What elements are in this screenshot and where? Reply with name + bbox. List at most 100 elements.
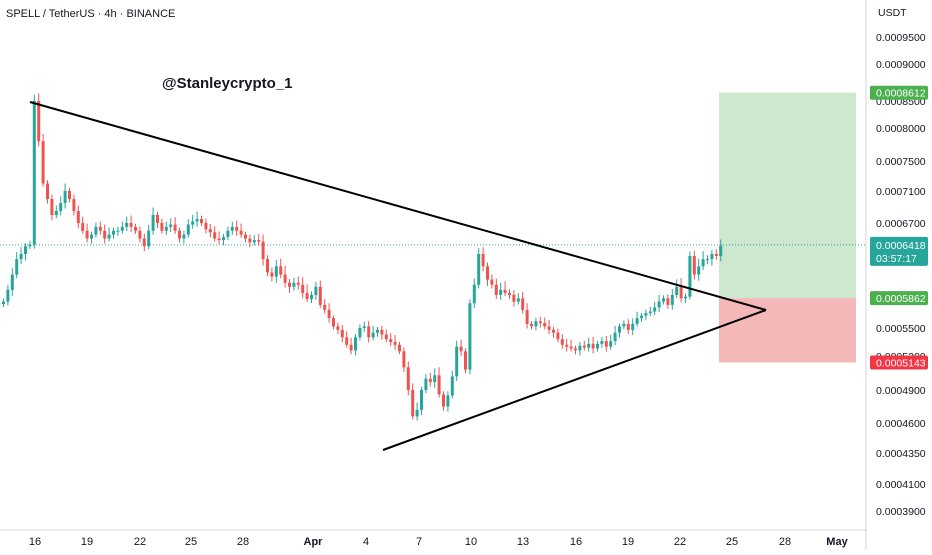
loss-zone[interactable]: [719, 298, 856, 363]
candle-body: [521, 298, 525, 310]
candle-body: [32, 101, 36, 245]
candle-body: [266, 259, 269, 273]
candle-body: [692, 256, 696, 275]
current-price-label: 0.0006418: [876, 240, 926, 252]
lower-trendline[interactable]: [382, 309, 767, 451]
candle-body: [191, 221, 195, 225]
candle-body: [376, 329, 379, 333]
candle-body: [437, 375, 441, 395]
candle-body: [481, 254, 485, 267]
profit-zone[interactable]: [719, 92, 856, 299]
candle-body: [631, 323, 635, 330]
candle-body: [261, 241, 265, 260]
x-tick-label: 10: [465, 536, 477, 548]
candle-body: [459, 346, 463, 352]
candle-body: [292, 282, 296, 287]
candle-body: [283, 274, 287, 283]
candle-body: [138, 230, 142, 239]
candle-body: [622, 323, 626, 327]
candle-body: [565, 344, 569, 347]
candle-body: [657, 301, 661, 308]
entry-price-tag: [870, 291, 928, 306]
candle-body: [112, 230, 115, 235]
candle-body: [239, 230, 243, 235]
candle-body: [41, 141, 45, 184]
y-tick-label: 0.0004100: [876, 479, 926, 491]
candle-body: [464, 351, 467, 370]
candle-body: [24, 246, 27, 254]
candle-body: [424, 378, 428, 390]
candle-body: [323, 304, 327, 310]
candle-body: [710, 254, 714, 260]
candle-body: [455, 346, 459, 377]
upper-trendline[interactable]: [29, 101, 767, 311]
candle-body: [574, 348, 577, 351]
candle-body: [604, 341, 608, 347]
candle-body: [415, 409, 419, 417]
candle-body: [244, 234, 247, 239]
candle-body: [701, 259, 705, 267]
candle-body: [169, 224, 173, 227]
candle-body: [288, 282, 291, 287]
candle-body: [684, 296, 687, 299]
current-price-tag: [870, 236, 928, 266]
candle-body: [420, 390, 423, 410]
candle-body: [81, 223, 85, 231]
candle-body: [648, 311, 652, 314]
candle-body: [402, 351, 406, 368]
candle-body: [107, 234, 111, 239]
y-tick-label: 0.0009500: [876, 32, 926, 44]
candle-body: [46, 183, 49, 199]
candle-body: [226, 230, 230, 237]
candle-body: [468, 303, 472, 370]
x-tick-label: 16: [29, 536, 41, 548]
candle-body: [90, 234, 93, 239]
candle-body: [134, 226, 137, 231]
candle-body: [50, 199, 54, 215]
countdown-label: 03:57:17: [876, 253, 917, 265]
candle-body: [120, 226, 124, 231]
position-zones: [719, 92, 856, 363]
candle-body: [270, 272, 274, 277]
target-price-label: 0.0008612: [876, 88, 926, 100]
candle-body: [591, 343, 595, 349]
candle-body: [569, 346, 573, 349]
candle-body: [450, 376, 454, 396]
candle-body: [200, 219, 203, 223]
trendlines-group: [29, 101, 767, 451]
candle-body: [688, 256, 692, 297]
candle-body: [503, 289, 507, 293]
candle-body: [186, 224, 190, 235]
x-tick-label: 25: [726, 536, 738, 548]
candle-body: [160, 223, 164, 231]
candle-body: [508, 292, 511, 295]
candle-body: [543, 323, 547, 327]
stop-price-tag: [870, 355, 928, 370]
candle-body: [147, 230, 151, 247]
candle-body: [230, 226, 234, 231]
candle-body: [556, 332, 560, 340]
y-tick-label: 0.0004900: [876, 385, 926, 397]
candle-body: [173, 224, 177, 231]
candle-body: [596, 343, 599, 349]
candle-body: [472, 284, 476, 304]
author-watermark: @Stanleycrypto_1: [162, 75, 293, 92]
candle-body: [398, 344, 401, 352]
candle-body: [72, 199, 76, 211]
candle-body: [609, 341, 613, 347]
candle-body: [68, 191, 71, 199]
x-tick-label: 22: [134, 536, 146, 548]
candle-body: [640, 315, 643, 319]
candle-body: [512, 295, 516, 302]
candle-body: [393, 342, 397, 345]
candle-body: [582, 345, 586, 348]
candle-body: [578, 345, 582, 351]
x-tick-label: 16: [570, 536, 582, 548]
candle-body: [305, 292, 309, 300]
symbol-title: SPELL / TetherUS · 4h · BINANCE: [6, 8, 176, 20]
candle-body: [182, 234, 186, 239]
candle-body: [94, 226, 98, 235]
candle-body: [248, 238, 252, 243]
